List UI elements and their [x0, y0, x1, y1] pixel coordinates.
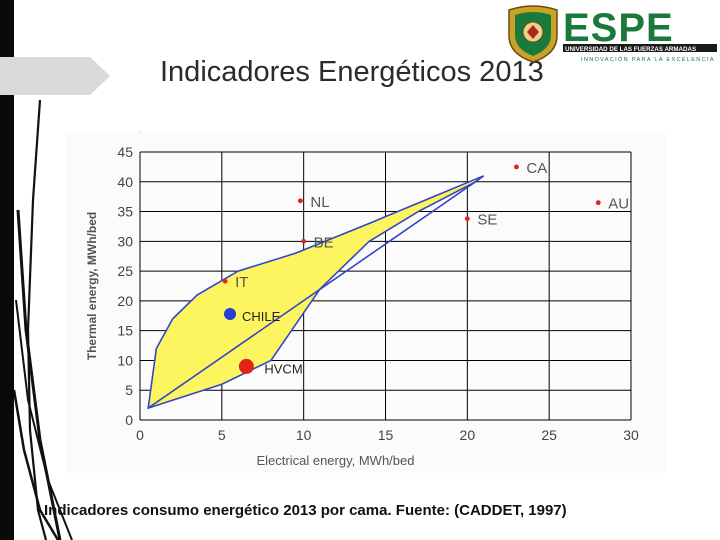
data-point-be	[301, 238, 307, 244]
x-tick-label: 25	[541, 427, 557, 443]
espe-logo: ESPE UNIVERSIDAD DE LAS FUERZAS ARMADAS …	[503, 2, 719, 64]
x-tick-label: 15	[378, 427, 394, 443]
y-tick-label: 10	[117, 352, 133, 368]
data-point-chile	[224, 307, 237, 320]
decorative-lines	[12, 99, 140, 540]
y-tick-label: 35	[117, 204, 133, 220]
logo-subtitle: UNIVERSIDAD DE LAS FUERZAS ARMADAS	[565, 46, 696, 53]
y-tick-label: 25	[117, 263, 133, 279]
x-tick-label: 30	[623, 427, 639, 443]
point-label-be: BE	[314, 234, 334, 251]
y-axis-label: Thermal energy, MWh/bed	[85, 212, 99, 360]
y-tick-label: 5	[125, 382, 133, 398]
y-tick-label: 40	[117, 174, 133, 190]
energy-chart: 0 5 10 15 20 25 30 0 5 10 15 20 25 30 35 40 45 Electrical…	[66, 133, 666, 473]
slide-caption: Indicadores consumo energético 2013 por …	[44, 502, 567, 519]
data-point-se	[464, 216, 470, 222]
x-tick-label: 20	[460, 427, 476, 443]
data-point-ca	[514, 164, 519, 170]
y-tick-label: 0	[125, 412, 133, 428]
left-border-strip	[0, 0, 14, 540]
logo-wordmark: ESPE	[563, 6, 674, 50]
region-diagonal	[147, 181, 476, 409]
point-label-chile: CHILE	[242, 309, 281, 324]
x-axis-label: Electrical energy, MWh/bed	[257, 453, 415, 468]
y-tick-label: 15	[117, 323, 133, 339]
data-point-au	[595, 200, 601, 206]
x-tick-label: 5	[218, 427, 226, 443]
point-label-se: SE	[477, 212, 497, 229]
x-tick-label: 0	[136, 427, 144, 443]
title-tab-shape	[0, 57, 110, 95]
point-label-nl: NL	[310, 194, 329, 211]
point-label-it: IT	[235, 274, 248, 291]
point-label-ca: CA	[526, 160, 547, 177]
data-point-hvcm	[238, 358, 254, 374]
point-label-hvcm: HVCM	[264, 361, 302, 376]
x-tick-label: 10	[296, 427, 312, 443]
data-point-nl	[297, 198, 303, 204]
slide-title: Indicadores Energéticos 2013	[160, 56, 544, 88]
logo-tagline: INNOVACIÓN PARA LA EXCELENCIA	[581, 56, 715, 63]
y-tick-label: 30	[117, 233, 133, 249]
y-tick-label: 20	[117, 293, 133, 309]
data-point-it	[222, 278, 228, 284]
point-label-au: AU	[608, 196, 629, 213]
y-tick-label: 45	[117, 144, 133, 160]
